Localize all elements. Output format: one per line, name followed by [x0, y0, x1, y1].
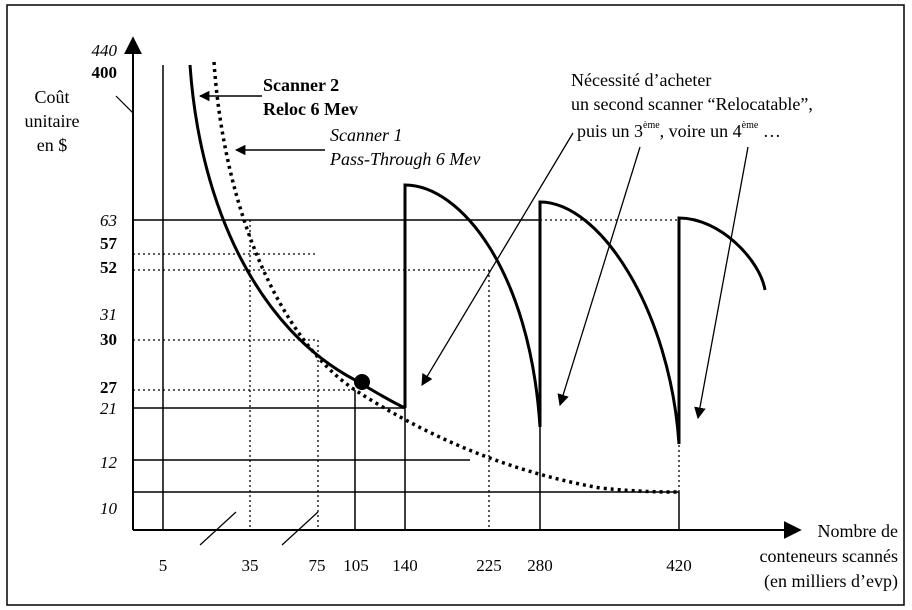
x-axis-title: Nombre de conteneurs scannés (en millier… [760, 521, 898, 592]
y-tick-label: 440 [92, 41, 118, 60]
note-line-1: Nécessité d’acheter [571, 70, 711, 90]
x-tick-label: 35 [242, 556, 259, 575]
scanner2-label-line2: Reloc 6 Mev [263, 99, 358, 119]
note-line-3-part-a: puis un 3 [577, 121, 643, 141]
horizontal-guides-dotted [133, 219, 679, 391]
y-tick-label: 63 [100, 211, 117, 230]
y-axis-title-line: unitaire [25, 111, 80, 131]
y-tick-label: 57 [100, 234, 118, 253]
y-axis-title: Coût unitaire en $ [25, 87, 80, 155]
break-even-point [354, 374, 370, 390]
x-axis-title-line: Nombre de [818, 521, 898, 541]
y-tick-label: 12 [100, 453, 118, 472]
y-tick-label: 10 [100, 499, 118, 518]
scanner1-curve [212, 61, 680, 494]
y-tick-label: 27 [100, 378, 118, 397]
horizontal-guides [133, 219, 679, 493]
x-axis-title-line: (en milliers d’evp) [764, 571, 898, 592]
scanner2-curve [188, 64, 406, 410]
note-arrow-3 [694, 146, 749, 420]
x-tick-label: 225 [476, 556, 502, 575]
note-line-3-sup-1: ème [643, 120, 660, 131]
y-tick-label: 31 [99, 305, 117, 324]
vertical-guides-dotted [249, 220, 680, 530]
x-tick-labels: 5 35 75 105 140 225 280 420 [159, 556, 692, 575]
note-line-3-sup-2: ème [742, 120, 759, 131]
scanner2-label-line1: Scanner 2 [263, 75, 339, 95]
y-tick-label: 30 [100, 330, 117, 349]
scanner1-label-line1: Scanner 1 [330, 125, 402, 145]
note-line-3-part-c: … [758, 121, 781, 141]
y-tick-label: 400 [92, 63, 118, 82]
x-tick-label: 5 [159, 556, 168, 575]
scanner1-label-line2: Pass-Through 6 Mev [329, 149, 480, 169]
y-tick-label: 52 [100, 258, 117, 277]
frame [6, 4, 905, 606]
note-line-3-part-b: , voire un 4 [660, 121, 742, 141]
x-axis-title-line: conteneurs scannés [760, 546, 898, 566]
diagonal-marks [115, 95, 319, 546]
x-tick-label: 280 [527, 556, 553, 575]
y-axis-title-line: en $ [37, 135, 68, 155]
note-arrow-1 [421, 132, 574, 387]
y-tick-label: 21 [100, 399, 117, 418]
note-arrow-2 [557, 146, 641, 407]
x-tick-label: 75 [309, 556, 326, 575]
x-tick-label: 140 [392, 556, 418, 575]
note-line-2: un second scanner “Relocatable”, [571, 94, 813, 114]
y-axis-title-line: Coût [34, 87, 69, 107]
reloc-arcs [403, 183, 767, 445]
note-line-3: puis un 3ème, voire un 4ème … [577, 120, 781, 141]
y-tick-labels: 440 400 63 57 52 31 30 27 21 12 10 [92, 41, 118, 518]
x-tick-label: 105 [343, 556, 369, 575]
x-tick-label: 420 [666, 556, 692, 575]
